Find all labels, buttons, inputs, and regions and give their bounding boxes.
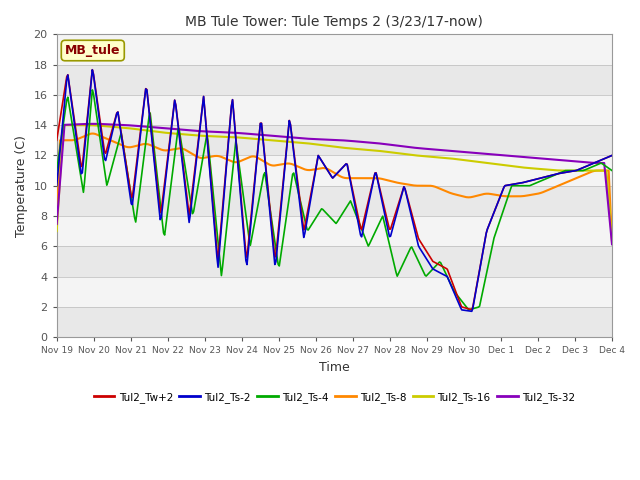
Bar bbox=[57, 156, 612, 186]
Bar bbox=[57, 186, 612, 216]
X-axis label: Time: Time bbox=[319, 360, 349, 374]
Bar bbox=[57, 216, 612, 246]
Bar bbox=[57, 65, 612, 95]
Y-axis label: Temperature (C): Temperature (C) bbox=[15, 135, 28, 237]
Legend: Tul2_Tw+2, Tul2_Ts-2, Tul2_Ts-4, Tul2_Ts-8, Tul2_Ts-16, Tul2_Ts-32: Tul2_Tw+2, Tul2_Ts-2, Tul2_Ts-4, Tul2_Ts… bbox=[90, 388, 579, 407]
Bar bbox=[57, 95, 612, 125]
Bar bbox=[57, 246, 612, 276]
Text: MB_tule: MB_tule bbox=[65, 44, 120, 57]
Bar bbox=[57, 307, 612, 337]
Bar bbox=[57, 35, 612, 65]
Title: MB Tule Tower: Tule Temps 2 (3/23/17-now): MB Tule Tower: Tule Temps 2 (3/23/17-now… bbox=[186, 15, 483, 29]
Bar bbox=[57, 125, 612, 156]
Bar bbox=[57, 276, 612, 307]
